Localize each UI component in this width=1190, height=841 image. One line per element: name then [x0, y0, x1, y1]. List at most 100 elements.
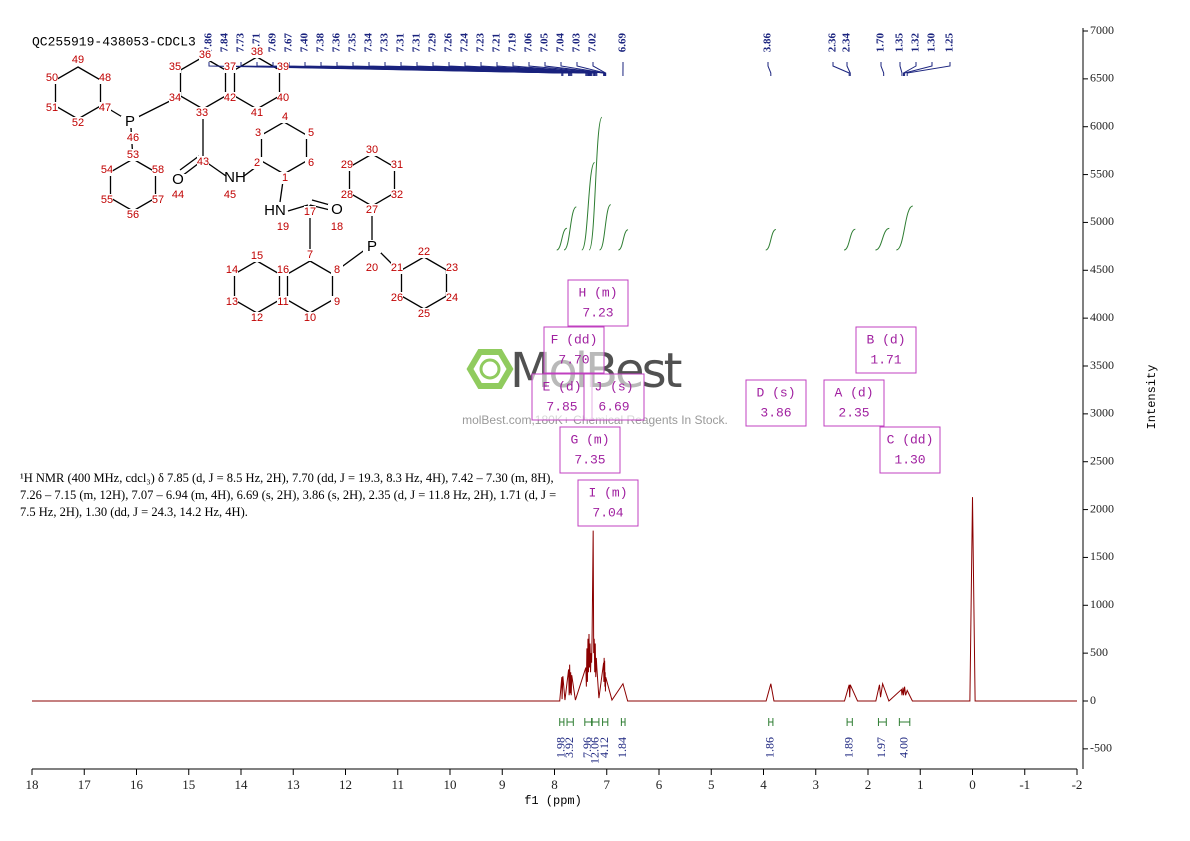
atom-number: 25	[418, 308, 430, 320]
multiplet-name: F (dd)	[551, 332, 598, 347]
ring	[233, 260, 281, 314]
x-tick-label: 2	[865, 777, 872, 792]
atom-label-bg	[366, 204, 378, 216]
atom-number: 47	[99, 102, 111, 114]
atom-label-bg	[304, 206, 316, 218]
integral-bracket	[584, 718, 593, 726]
bond	[179, 155, 200, 171]
peak-pointer	[903, 62, 917, 76]
y-tick-label: 0	[1090, 693, 1096, 707]
atom-number: 57	[152, 194, 164, 206]
atom-number: 58	[152, 164, 164, 176]
atom-number: 34	[169, 92, 181, 104]
x-axis-label: f1 (ppm)	[524, 794, 582, 808]
y-tick-label: 7000	[1090, 23, 1114, 37]
peak-label: 7.26	[443, 33, 455, 53]
peak-label: 6.69	[617, 33, 629, 53]
peak-pointer	[906, 62, 951, 76]
multiplet-shift: 2.35	[838, 405, 869, 420]
atom-label-bg	[226, 172, 244, 184]
atom-number: 45	[224, 189, 236, 201]
atom-number: 30	[366, 144, 378, 156]
integral-label: 4.00	[896, 737, 910, 758]
atom-label-bg	[72, 117, 84, 129]
integral-curve	[581, 161, 596, 251]
multiplet-name: D (s)	[756, 385, 795, 400]
atom-number: 1	[282, 172, 288, 184]
ring	[179, 56, 227, 110]
multiplet-box	[567, 279, 629, 327]
atom-symbol: P	[367, 238, 377, 255]
atom-number: 37	[224, 61, 236, 73]
integral-bracket	[591, 718, 600, 726]
atom-label-bg	[304, 312, 316, 324]
peak-pointer	[544, 62, 605, 76]
atom-label-bg	[172, 189, 184, 201]
atom-label-bg	[127, 209, 139, 221]
peak-label: 7.84	[219, 33, 231, 53]
atom-symbol: P	[125, 113, 135, 130]
multiplet-box	[855, 326, 917, 374]
integral-bracket	[877, 718, 887, 726]
peak-label: 1.35	[894, 33, 906, 53]
atom-label-bg	[391, 189, 403, 201]
bond	[311, 199, 331, 206]
atom-label-bg	[127, 132, 139, 144]
integral-bracket	[846, 718, 853, 726]
x-tick-label: 12	[339, 777, 352, 792]
atom-number: 7	[307, 249, 313, 261]
x-tick-label: 11	[391, 777, 404, 792]
x-tick-label: 6	[656, 777, 663, 792]
y-tick-label: 3500	[1090, 358, 1114, 372]
ring	[109, 158, 157, 212]
integral-curve	[896, 205, 914, 251]
peak-label: 7.73	[235, 33, 247, 53]
atom-symbol: HN	[264, 202, 286, 219]
chart-title: QC255919-438053-CDCL3	[32, 34, 196, 49]
integral-curve	[563, 206, 577, 251]
atom-number: 23	[446, 262, 458, 274]
multiplet-name: E (d)	[542, 379, 581, 394]
peak-label: 7.19	[507, 33, 519, 53]
atom-label-bg	[277, 264, 289, 276]
peak-label: 1.32	[910, 33, 922, 53]
atom-label-bg	[279, 172, 291, 184]
y-tick-label: 500	[1090, 645, 1108, 659]
atom-number: 46	[127, 132, 139, 144]
structure-bonds	[54, 56, 448, 314]
atom-label-bg	[199, 49, 211, 61]
peak-pointer	[496, 62, 597, 76]
multiplet-box	[879, 426, 941, 474]
atom-label-bg	[251, 312, 263, 324]
atom-label-bg	[391, 159, 403, 171]
atom-number: 24	[446, 292, 458, 304]
x-tick-label: 8	[551, 777, 558, 792]
atom-label-bg	[251, 250, 263, 262]
peak-label: 7.31	[395, 33, 407, 52]
multiplet-shift: 7.23	[582, 305, 613, 320]
atom-number: 41	[251, 107, 263, 119]
x-tick-label: 13	[287, 777, 300, 792]
y-tick-label: 6500	[1090, 71, 1114, 85]
atom-symbol: NH	[224, 169, 246, 186]
atom-label-bg	[101, 194, 113, 206]
peak-label: 7.34	[363, 33, 375, 53]
integral-bracket	[559, 718, 565, 726]
atom-label-bg	[277, 92, 289, 104]
integral-label: 1.89	[841, 737, 855, 758]
y-axis-label: Intensity	[1145, 365, 1159, 430]
atom-label-bg	[251, 157, 263, 169]
x-tick-label: 10	[444, 777, 457, 792]
nmr-description: ¹H NMR (400 MHz, cdcl₃) δ 7.85 (d, J = 8…	[20, 471, 557, 519]
atom-label-bg	[391, 292, 403, 304]
atom-label-bg	[331, 264, 343, 276]
multiplet-shift: 1.30	[894, 452, 925, 467]
atom-label-bg	[46, 102, 58, 114]
multiplet-name: J (s)	[594, 379, 633, 394]
atom-label-bg	[152, 194, 164, 206]
peak-label: 1.70	[875, 33, 887, 53]
integral-bracket	[898, 718, 911, 726]
atom-number: 28	[341, 189, 353, 201]
atom-number: 15	[251, 250, 263, 262]
